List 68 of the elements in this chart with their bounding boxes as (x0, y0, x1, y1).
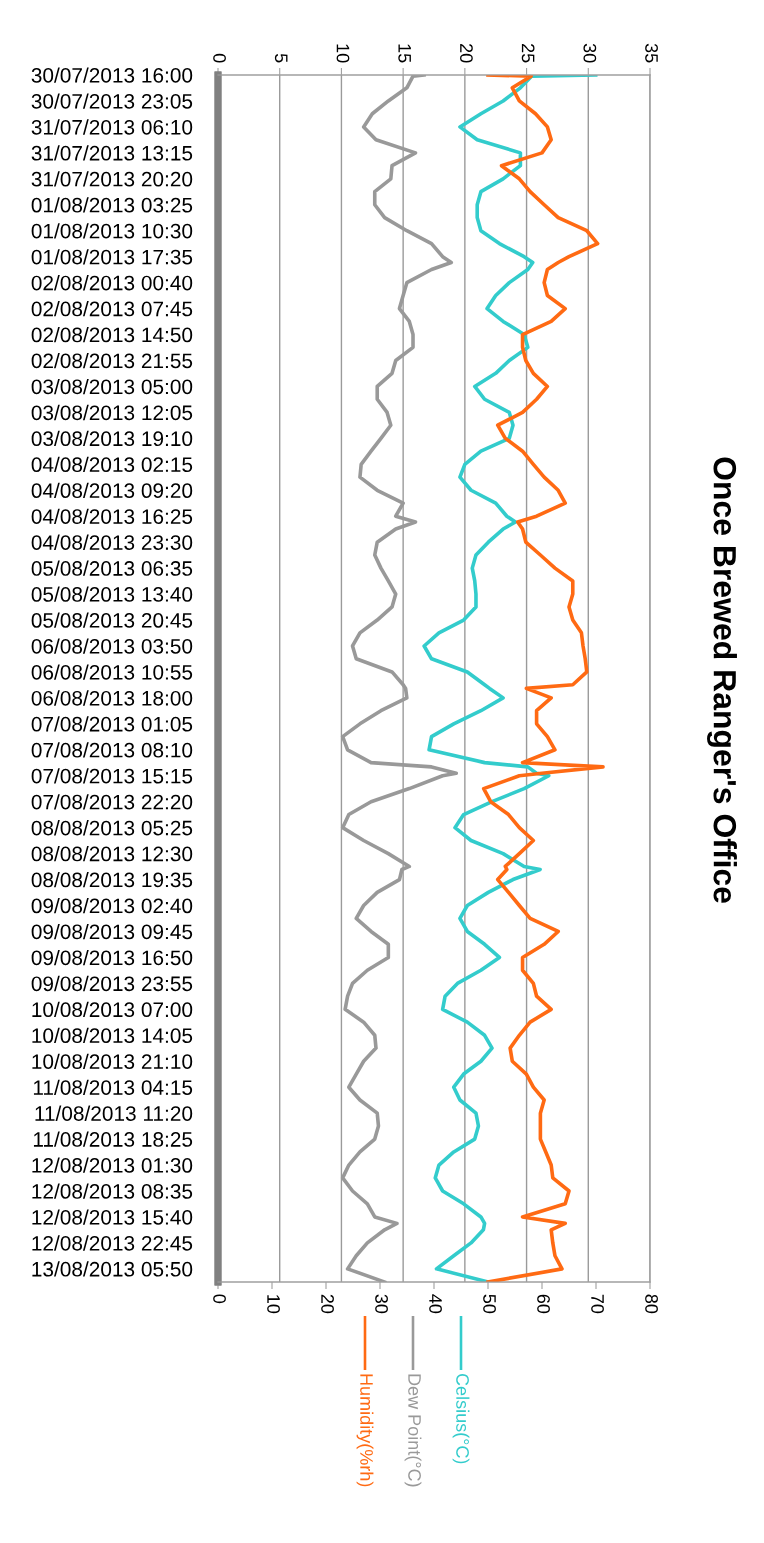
x2-tick-label: 80 (645, 1294, 658, 1314)
y-tick-label: 07/08/2013 01:05 (31, 716, 193, 732)
y-tick-label: 06/08/2013 18:00 (31, 690, 193, 706)
y-tick-label: 10/08/2013 14:05 (32, 1027, 193, 1044)
y-tick-label: 10/08/2013 07:00 (32, 1001, 193, 1018)
y-tick-label: 03/08/2013 12:05 (31, 404, 193, 421)
x2-tick-label: 10 (267, 1295, 280, 1314)
y-tick-label: 02/08/2013 14:50 (31, 326, 193, 343)
x2-tick-label: 30 (375, 1294, 388, 1314)
y-tick-label: 30/07/2013 16:00 (31, 67, 193, 83)
y-tick-label: 12/08/2013 01:30 (32, 1157, 193, 1173)
y-tick-label: 07/08/2013 22:20 (31, 794, 193, 810)
y-tick-label: 04/08/2013 09:20 (31, 482, 193, 499)
y-tick-label: 09/08/2013 09:45 (31, 923, 193, 940)
y-tick-label: 03/08/2013 19:10 (31, 430, 193, 447)
text: Once Brewed Ranger's Office (707, 457, 737, 903)
y-tick-label: 03/08/2013 05:00 (31, 378, 193, 395)
y-tick-label: 08/08/2013 19:35 (31, 872, 193, 888)
y-tick-label: 04/08/2013 23:30 (31, 534, 193, 550)
y-tick-label: 30/07/2013 23:05 (31, 93, 193, 109)
y-tick-label: 09/08/2013 02:40 (31, 897, 193, 914)
x-tick-label: 5 (274, 53, 288, 63)
x2-tick-label: 20 (321, 1294, 334, 1314)
y-tick-label: 01/08/2013 03:25 (31, 197, 193, 213)
y-tick-label: 10/08/2013 21:10 (32, 1053, 193, 1069)
y-tick-label: 05/08/2013 06:35 (31, 560, 193, 576)
y-tick-label: 05/08/2013 20:45 (31, 612, 193, 628)
x-tick-label: 35 (645, 43, 658, 63)
y-tick-label: 12/08/2013 08:35 (32, 1183, 193, 1199)
y-tick-label: 02/08/2013 21:55 (31, 352, 193, 369)
x2-tick-label: 70 (591, 1294, 604, 1314)
y-tick-label: 02/08/2013 00:40 (31, 275, 193, 291)
y-tick-label: 31/07/2013 20:20 (31, 171, 193, 187)
y-tick-label: 06/08/2013 10:55 (31, 664, 193, 680)
y-tick-label: 12/08/2013 15:40 (32, 1209, 193, 1225)
x-tick-label: 20 (460, 44, 473, 63)
y-tick-label: 06/08/2013 03:50 (31, 638, 193, 654)
y-tick-label: 13/08/2013 05:50 (32, 1261, 193, 1277)
y-tick-label: 01/08/2013 17:35 (31, 249, 193, 265)
y-tick-label: 09/08/2013 16:50 (31, 949, 193, 966)
y-tick-label: 11/08/2013 18:25 (33, 1131, 193, 1147)
y-tick-label: 08/08/2013 12:30 (31, 846, 193, 862)
y-tick-label: 09/08/2013 23:55 (31, 975, 193, 992)
y-tick-label: 11/08/2013 11:20 (35, 1105, 193, 1121)
text: Dew Point(°C) (404, 1374, 422, 1487)
y-tick-label: 31/07/2013 13:15 (31, 145, 193, 161)
y-tick-label: 05/08/2013 13:40 (31, 586, 193, 602)
y-tick-label: 04/08/2013 16:25 (31, 508, 193, 524)
y-tick-label: 08/08/2013 05:25 (31, 820, 193, 836)
x2-tick-label: 60 (537, 1294, 550, 1314)
y-tick-label: 31/07/2013 06:10 (31, 119, 193, 135)
y-tick-label: 07/08/2013 08:10 (31, 742, 193, 758)
y-tick-label: 02/08/2013 07:45 (31, 301, 193, 317)
x-tick-label: 30 (583, 43, 597, 63)
y-tick-label: 12/08/2013 22:45 (32, 1235, 193, 1251)
x-tick-label: 15 (398, 44, 411, 63)
y-tick-label: 01/08/2013 10:30 (31, 223, 193, 239)
text: Humidity(%rh) (356, 1374, 374, 1487)
text: Celsius(°C) (452, 1373, 470, 1464)
y-tick-label: 04/08/2013 02:15 (31, 456, 193, 473)
x2-tick-label: 40 (429, 1294, 442, 1314)
x2-tick-label: 50 (483, 1294, 496, 1314)
x-tick-label: 10 (336, 44, 350, 63)
y-tick-label: 11/08/2013 04:15 (33, 1079, 193, 1095)
x-tick-label: 0 (213, 53, 226, 63)
x-tick-label: 25 (521, 44, 535, 63)
x2-tick-label: 0 (213, 1294, 226, 1304)
y-tick-label: 07/08/2013 15:15 (31, 768, 193, 784)
